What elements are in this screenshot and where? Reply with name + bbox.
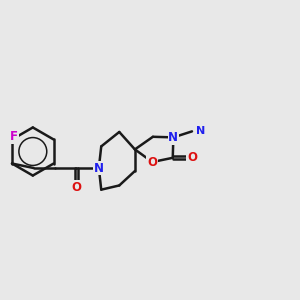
Text: O: O	[187, 151, 197, 164]
Text: N: N	[94, 161, 104, 175]
Text: O: O	[147, 155, 157, 169]
Text: F: F	[10, 130, 18, 143]
Text: N: N	[196, 126, 205, 136]
Text: N: N	[168, 131, 178, 144]
Text: O: O	[71, 181, 81, 194]
